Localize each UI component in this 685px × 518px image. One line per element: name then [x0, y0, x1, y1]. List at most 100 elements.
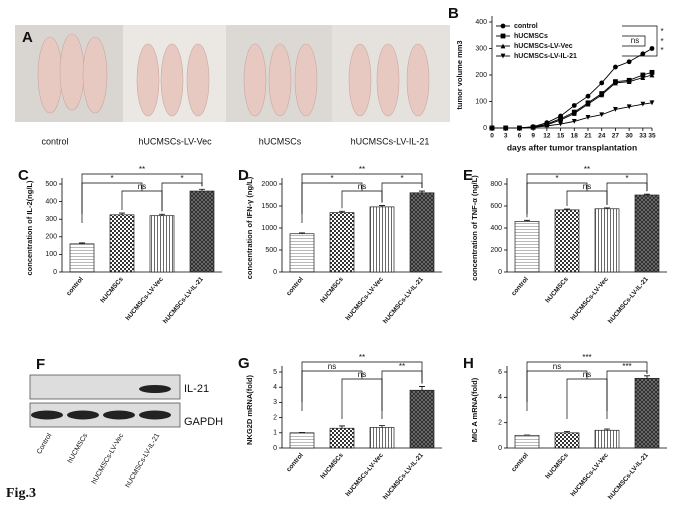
legend-label: hUCMSCs-LV-Vec	[514, 43, 573, 50]
significance: *	[180, 174, 183, 183]
bar	[110, 215, 134, 272]
panel-label: D	[238, 167, 249, 184]
marker	[599, 81, 604, 86]
significance: ns	[583, 182, 591, 191]
y-tick-label: 500	[45, 181, 57, 188]
x-tick-label: 30	[626, 133, 634, 140]
significance: ***	[582, 353, 591, 362]
marker	[501, 34, 506, 39]
error-bar	[419, 386, 425, 390]
y-tick-label: 100	[45, 251, 57, 258]
lane-label: hUCMSCs-LV-IL-21	[125, 432, 162, 489]
x-tick-label: 12	[543, 133, 551, 140]
x-tick-label: 18	[571, 133, 579, 140]
significance: **	[584, 165, 590, 174]
lane-label: hUCMSCs-LV-Vec	[91, 432, 126, 485]
bar	[370, 207, 394, 272]
bar	[290, 234, 314, 272]
x-tick-label: 35	[648, 133, 656, 140]
x-tick-label: 24	[598, 133, 606, 140]
significance: *	[625, 174, 628, 183]
legend-label: hUCMSCs-LV-IL-21	[514, 53, 577, 60]
x-tick-label: control	[510, 276, 530, 298]
x-tick-label: hUCMSCs-LV-Vec	[345, 276, 386, 322]
significance: ns	[358, 370, 366, 379]
bracket	[567, 379, 607, 419]
significance: ns	[138, 182, 146, 191]
bar	[410, 390, 434, 448]
x-tick-label: hUCMSCs-LV-Vec	[345, 452, 386, 498]
marker	[501, 24, 506, 29]
significance: ns	[631, 36, 639, 45]
x-tick-label: hUCMSCs	[319, 276, 345, 305]
marker	[613, 65, 618, 70]
significance: *	[330, 174, 333, 183]
significance: *	[660, 46, 663, 55]
bar	[515, 221, 539, 272]
bar	[595, 209, 619, 272]
marker	[572, 103, 577, 108]
x-tick-label: hUCMSCs-LV-IL-21	[607, 276, 650, 326]
x-tick-label: hUCMSCs-LV-IL-21	[382, 452, 425, 502]
y-axis-label: tumor volume mm3	[455, 40, 464, 109]
x-tick-label: hUCMSCs	[544, 452, 570, 481]
bracket	[342, 379, 382, 419]
significance: *	[660, 37, 663, 46]
panel-label: B	[448, 5, 459, 22]
significance: *	[660, 27, 663, 36]
panel-label: C	[18, 167, 29, 184]
x-tick-label: 6	[518, 133, 522, 140]
figure-label: Fig.3	[6, 486, 36, 501]
y-tick-label: 0	[53, 269, 57, 276]
mouse-photo	[15, 25, 450, 122]
y-tick-label: 300	[475, 45, 487, 52]
error-bar	[644, 376, 650, 379]
y-tick-label: 200	[490, 247, 502, 254]
significance: **	[399, 362, 405, 371]
significance: ns	[553, 362, 561, 371]
y-tick-label: 4	[273, 384, 277, 391]
y-tick-label: 200	[45, 234, 57, 241]
lane-label: hUCMSCs	[67, 432, 90, 465]
y-tick-label: 0	[498, 445, 502, 452]
x-tick-label: control	[285, 276, 305, 298]
y-tick-label: 800	[490, 181, 502, 188]
significance: *	[555, 174, 558, 183]
x-axis-label: days after tumor transplantation	[507, 142, 637, 152]
y-tick-label: 1	[273, 430, 277, 437]
bar	[150, 216, 174, 272]
legend-label: hUCMSCs	[514, 33, 548, 40]
bracket	[302, 371, 362, 411]
bracket	[622, 26, 657, 56]
y-tick-label: 1500	[261, 203, 277, 210]
bar	[555, 210, 579, 272]
photo-caption: control	[41, 136, 68, 146]
x-tick-label: 9	[531, 133, 535, 140]
panel-label: A	[22, 29, 33, 46]
y-axis-label: MIC A mRNA(fold)	[470, 377, 479, 442]
x-tick-label: hUCMSCs-LV-IL-21	[382, 276, 425, 326]
legend-label: control	[514, 23, 538, 30]
significance: ns	[328, 362, 336, 371]
panel-label: G	[238, 355, 250, 372]
significance: **	[359, 165, 365, 174]
y-tick-label: 0	[273, 445, 277, 452]
marker	[650, 46, 655, 51]
y-tick-label: 300	[45, 216, 57, 223]
significance: **	[359, 353, 365, 362]
bar	[555, 433, 579, 448]
bar	[410, 193, 434, 272]
x-tick-label: 21	[584, 133, 592, 140]
bracket	[82, 174, 202, 214]
y-tick-label: 200	[475, 72, 487, 79]
bar	[330, 213, 354, 272]
x-tick-label: hUCMSCs-LV-Vec	[570, 452, 611, 498]
y-tick-label: 4	[498, 394, 502, 401]
bar	[370, 427, 394, 448]
panel-label: E	[463, 167, 473, 184]
x-tick-label: control	[65, 276, 85, 298]
y-axis-label: concentration of IL-2(ng/L)	[25, 180, 34, 275]
bar	[515, 435, 539, 448]
x-tick-label: 27	[612, 133, 620, 140]
x-tick-label: control	[285, 452, 305, 474]
